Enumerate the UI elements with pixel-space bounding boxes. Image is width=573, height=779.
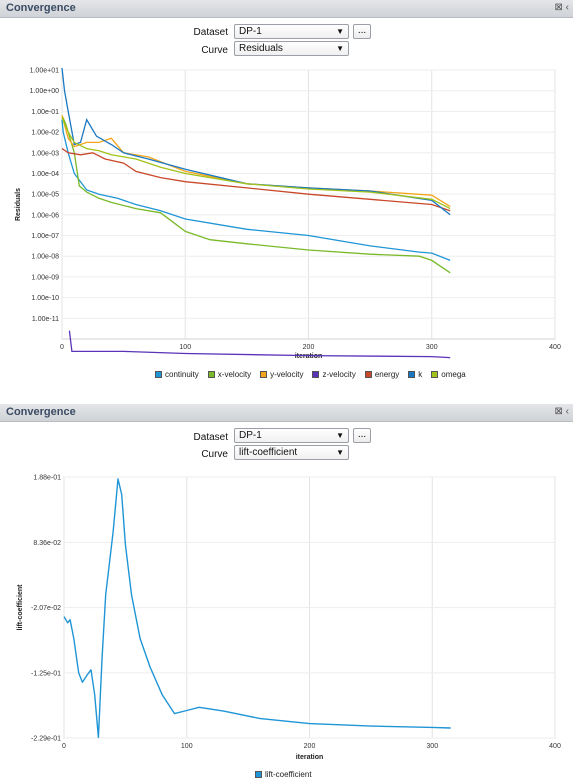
legend-label: k xyxy=(418,370,423,379)
y-tick-label: 1.00e-01 xyxy=(31,109,59,116)
panel-titlebar: Convergence ⊠ ‹ xyxy=(0,0,573,18)
series-line-omega xyxy=(61,117,451,210)
y-tick-label: 1.00e-04 xyxy=(31,171,59,178)
residuals-panel: Convergence ⊠ ‹ Dataset DP-1 ▼ ... Curve… xyxy=(0,0,573,379)
x-tick-label: 0 xyxy=(60,344,64,351)
legend-label: y-velocity xyxy=(270,370,304,379)
residuals-legend: continuity x-velocity y-velocity z-velocity… xyxy=(155,370,475,379)
legend-item-k[interactable]: k xyxy=(408,370,422,379)
curve-select[interactable]: Residuals ▼ xyxy=(234,41,349,56)
panel-controls[interactable]: ⊠ ‹ xyxy=(554,406,569,417)
series-line-energy xyxy=(61,148,451,212)
y-tick-label: 1.00e+00 xyxy=(30,88,59,95)
legend-swatch xyxy=(364,371,372,379)
y-tick-label: 1.00e-03 xyxy=(31,150,59,157)
y-tick-label: 1.00e-10 xyxy=(31,295,59,302)
legend-swatch xyxy=(312,371,320,379)
legend-label: x-velocity xyxy=(217,370,252,379)
curve-label: Curve xyxy=(201,45,228,56)
y-tick-label: -2.29e-01 xyxy=(31,736,61,743)
dataset-label: Dataset xyxy=(193,27,228,38)
legend-swatch xyxy=(155,371,162,379)
y-tick-label: 1.00e-09 xyxy=(31,274,59,281)
x-tick-label: 0 xyxy=(62,743,66,750)
maximize-icon[interactable]: ⊠ xyxy=(554,406,563,417)
lift-chart: 0 100 200 300 400 1.88e-01 8.36e-02 -2.07e-02 -1… xyxy=(17,475,561,762)
x-tick-label: 300 xyxy=(426,344,438,351)
legend-swatch xyxy=(255,771,262,779)
curve-value: lift-coefficient xyxy=(239,447,298,458)
legend-item-energy[interactable]: energy xyxy=(364,370,400,379)
y-tick-label: 1.00e-06 xyxy=(31,212,59,219)
legend-swatch xyxy=(431,371,439,379)
collapse-icon[interactable]: ‹ xyxy=(565,2,569,13)
maximize-icon[interactable]: ⊠ xyxy=(554,2,563,13)
legend-item-continuity[interactable]: continuity xyxy=(155,370,199,379)
legend-item-z-velocity[interactable]: z-velocity xyxy=(312,370,356,379)
series-line-continuity xyxy=(61,119,451,262)
lift-panel: Convergence ⊠ ‹ Dataset DP-1 ▼ ... Curve… xyxy=(0,404,573,779)
legend-item-lift-coefficient[interactable]: lift-coefficient xyxy=(255,770,312,779)
dataset-select[interactable]: DP-1 ▼ xyxy=(234,24,349,39)
legend-swatch xyxy=(260,371,268,379)
panel-titlebar: Convergence ⊠ ‹ xyxy=(0,404,573,422)
y-tick-label: 8.36e-02 xyxy=(33,540,61,547)
legend-label: omega xyxy=(441,370,466,379)
panel-title: Convergence xyxy=(6,406,76,418)
series-line-z-velocity xyxy=(68,330,451,359)
legend-label: energy xyxy=(374,370,400,379)
x-tick-label: 100 xyxy=(179,344,191,351)
x-tick-label: 300 xyxy=(426,743,438,750)
x-tick-label: 200 xyxy=(304,743,316,750)
chevron-down-icon: ▼ xyxy=(336,431,344,440)
curve-value: Residuals xyxy=(239,43,283,54)
residuals-chart: 0 100 200 300 400 1.00e+01 1.00e+00 1.00e-01 1.0… xyxy=(15,67,561,361)
x-tick-label: 100 xyxy=(181,743,193,750)
dataset-value: DP-1 xyxy=(239,430,262,441)
x-axis-label: iteration xyxy=(296,754,324,761)
y-axis-label: Residuals xyxy=(15,188,22,221)
y-tick-label: 1.00e+01 xyxy=(30,68,59,75)
legend-label: lift-coefficient xyxy=(265,770,312,779)
dataset-value: DP-1 xyxy=(239,26,262,37)
panel-controls[interactable]: ⊠ ‹ xyxy=(554,2,569,13)
dataset-select[interactable]: DP-1 ▼ xyxy=(234,428,349,443)
y-axis-label: lift-coefficient xyxy=(17,584,24,631)
chevron-down-icon: ▼ xyxy=(336,448,344,457)
panel-title: Convergence xyxy=(6,2,76,14)
dataset-options-button[interactable]: ... xyxy=(353,24,371,39)
legend-item-y-velocity[interactable]: y-velocity xyxy=(260,370,303,379)
dataset-label: Dataset xyxy=(193,432,228,443)
y-tick-label: 1.00e-02 xyxy=(31,130,59,137)
curve-label: Curve xyxy=(201,449,228,460)
series-line-k xyxy=(61,67,451,216)
legend-swatch xyxy=(408,371,416,379)
series-line-x-velocity xyxy=(61,115,451,274)
x-axis-label: iteration xyxy=(295,353,323,360)
curve-select[interactable]: lift-coefficient ▼ xyxy=(234,445,349,460)
x-tick-label: 400 xyxy=(549,344,561,351)
legend-label: continuity xyxy=(165,370,199,379)
y-tick-label: 1.00e-11 xyxy=(32,316,59,323)
legend-label: z-velocity xyxy=(322,370,356,379)
series-line-lift-coefficient xyxy=(63,478,451,739)
x-tick-label: 400 xyxy=(549,743,561,750)
lift-legend: lift-coefficient xyxy=(255,770,321,779)
chevron-down-icon: ▼ xyxy=(336,27,344,36)
x-tick-label: 200 xyxy=(303,344,315,351)
y-tick-label: 1.88e-01 xyxy=(33,475,61,482)
dataset-options-button[interactable]: ... xyxy=(353,428,371,443)
legend-item-x-velocity[interactable]: x-velocity xyxy=(207,370,252,379)
y-tick-label: 1.00e-07 xyxy=(31,233,59,240)
legend-item-omega[interactable]: omega xyxy=(431,370,466,379)
chevron-down-icon: ▼ xyxy=(336,44,344,53)
y-tick-label: -1.25e-01 xyxy=(31,670,61,677)
y-tick-label: 1.00e-05 xyxy=(31,192,59,199)
collapse-icon[interactable]: ‹ xyxy=(565,406,569,417)
y-tick-label: -2.07e-02 xyxy=(31,605,61,612)
legend-swatch xyxy=(207,371,215,379)
y-tick-label: 1.00e-08 xyxy=(31,254,59,261)
